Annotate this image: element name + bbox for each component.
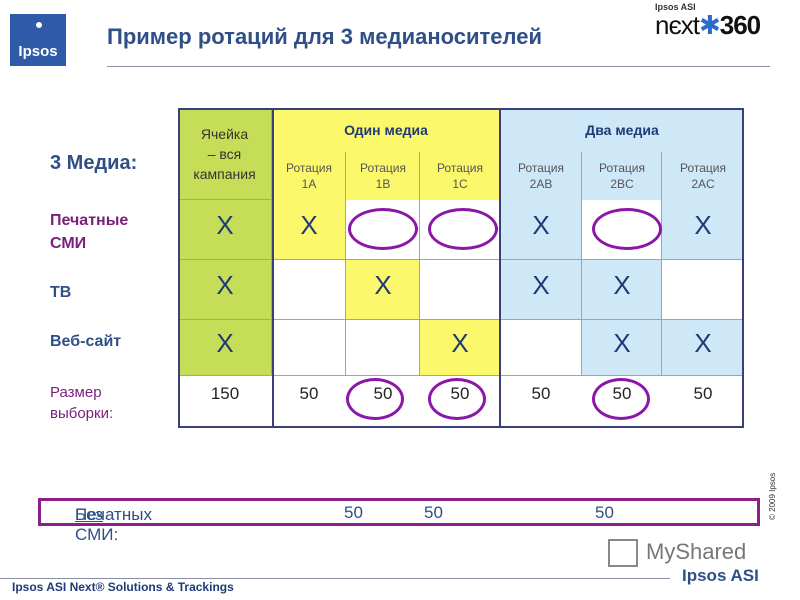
web-row-cell	[346, 320, 420, 376]
tv-mark: X	[374, 270, 392, 300]
rotation-2ab-cell	[500, 152, 582, 200]
tv-mark: X	[532, 270, 550, 300]
tv-row-cell	[420, 260, 500, 320]
sample-size-value: 50	[612, 384, 632, 403]
print-media-label-line2: СМИ	[50, 235, 87, 252]
ipsos-logo: Ipsos	[10, 14, 66, 66]
web-row-cell	[582, 320, 662, 376]
tv-row-cell	[662, 260, 744, 320]
rotation-1b-cell	[346, 152, 420, 200]
presentation-icon	[608, 539, 638, 567]
sample-size-label-line2: выборки:	[50, 405, 114, 422]
print-row-cell	[346, 200, 420, 260]
tv-mark: X	[216, 270, 234, 300]
no-print-value: 50	[424, 503, 443, 522]
print-row-cell	[178, 200, 272, 260]
logo-text: Ipsos	[18, 43, 58, 60]
two-media-group-label: Два медиа	[585, 122, 659, 138]
tv-row-cell	[500, 260, 582, 320]
whole-campaign-header: Ячейка – вся кампания	[178, 108, 272, 200]
brand-main-text: nєxt✱360	[655, 10, 761, 41]
sample-size-label-line1: Размер	[50, 384, 102, 401]
web-mark: X	[216, 328, 234, 358]
print-row-cell	[662, 200, 744, 260]
sample-size-label: Размер выборки:	[50, 382, 113, 424]
rotation-1a-cell	[272, 152, 346, 200]
tv-row-cell	[346, 260, 420, 320]
rotation-2ab-label: Ротация 2AB	[518, 161, 564, 191]
whole-campaign-header-line1: Ячейка	[200, 125, 249, 142]
whole-campaign-header-line3: кампания	[193, 165, 256, 182]
footer-divider	[0, 578, 670, 579]
web-row-cell	[500, 320, 582, 376]
tv-row-cell	[178, 260, 272, 320]
no-print-value: 50	[595, 503, 614, 522]
print-mark: X	[532, 210, 550, 240]
sample-size-value: 50	[693, 384, 713, 403]
print-row-cell	[582, 200, 662, 260]
brand-suffix: 360	[719, 10, 761, 40]
no-print-summary-bar: Без Печатных СМИ: 50 50 50	[38, 498, 760, 544]
tv-label: ТВ	[50, 284, 72, 301]
rotation-table: Ячейка – вся кампания Один медиа Два мед…	[178, 108, 744, 428]
myshared-watermark: MyShared	[608, 537, 768, 571]
rotation-1b-label: Ротация 1B	[360, 161, 406, 191]
web-mark: X	[694, 328, 712, 358]
title-divider	[107, 66, 770, 67]
brand-prefix: nєxt	[655, 10, 700, 40]
copyright-text: © 2009 Ipsos	[768, 472, 777, 520]
watermark-text: MyShared	[646, 539, 747, 564]
footer-text: Ipsos ASI Next® Solutions & Trackings	[12, 580, 234, 594]
print-row-cell	[420, 200, 500, 260]
print-mark: X	[300, 210, 318, 240]
brand-small-text: Ipsos ASI	[655, 2, 696, 12]
print-row-cell	[500, 200, 582, 260]
tv-row-cell	[272, 260, 346, 320]
web-mark: X	[613, 328, 631, 358]
brand-logo: Ipsos ASI nєxt✱360	[655, 2, 795, 42]
web-mark: X	[451, 328, 469, 358]
whole-campaign-header-line2: – вся	[207, 145, 242, 162]
no-print-value: 50	[344, 503, 363, 522]
print-media-label: Печатные СМИ	[50, 209, 128, 255]
tv-row-cell	[582, 260, 662, 320]
web-row-cell	[272, 320, 346, 376]
ipsos-asi-brand: Ipsos ASI	[682, 566, 759, 585]
web-row-cell	[662, 320, 744, 376]
print-media-label-line1: Печатные	[50, 212, 129, 229]
sample-size-value: 50	[299, 384, 319, 403]
brand-star-icon: ✱	[698, 10, 721, 40]
print-mark: X	[216, 210, 234, 240]
rotation-1a-label: Ротация 1A	[286, 161, 332, 191]
sample-size-value: 50	[373, 384, 393, 403]
logo-dot-icon	[36, 22, 42, 28]
sample-size-value: 50	[531, 384, 551, 403]
one-media-group-label: Один медиа	[344, 122, 428, 138]
sample-size-value: 50	[450, 384, 470, 403]
tv-mark: X	[613, 270, 631, 300]
rotation-2ac-label: Ротация 2AC	[680, 161, 726, 191]
rotation-2bc-cell	[582, 152, 662, 200]
website-label: Веб-сайт	[50, 333, 122, 350]
rotation-1c-label: Ротация 1C	[437, 161, 483, 191]
page-title: Пример ротаций для 3 медианосителей	[107, 24, 542, 49]
sample-size-value: 150	[210, 384, 240, 403]
web-row-cell	[178, 320, 272, 376]
three-media-label: 3 Медиа:	[50, 152, 138, 174]
print-mark: X	[694, 210, 712, 240]
print-row-cell	[272, 200, 346, 260]
rotation-2bc-label: Ротация 2BC	[599, 161, 645, 191]
rotation-2ac-cell	[662, 152, 744, 200]
